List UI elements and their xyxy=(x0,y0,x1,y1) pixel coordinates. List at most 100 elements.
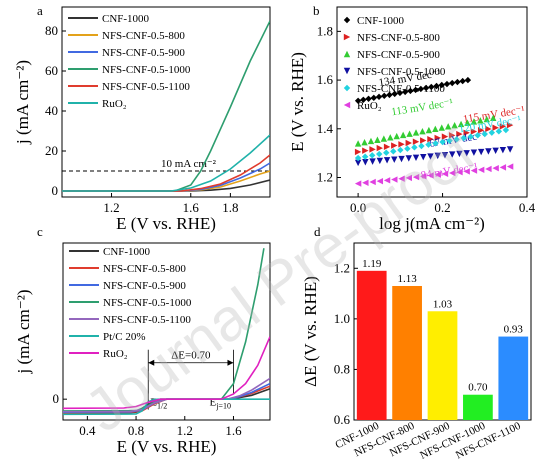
data-marker xyxy=(405,155,412,162)
data-marker xyxy=(454,78,461,86)
data-marker xyxy=(391,90,398,98)
x-axis-label: E (V vs. RHE) xyxy=(117,437,217,456)
data-marker xyxy=(365,95,372,103)
slope-label: 113 mV dec⁻¹ xyxy=(390,97,453,119)
data-marker xyxy=(434,134,441,142)
legend-entry: NFS-CNF-0.5-900 xyxy=(103,280,186,292)
data-marker xyxy=(477,148,485,156)
data-marker xyxy=(420,153,427,161)
y-tick-label: 1.0 xyxy=(334,311,350,326)
legend-entry: NFS-CNF-0.5-800 xyxy=(103,263,186,275)
data-marker xyxy=(375,93,383,101)
data-marker xyxy=(383,149,390,156)
legend-entry: CNF-1000 xyxy=(357,15,405,27)
legend-entry: CNF-1000 xyxy=(103,246,151,258)
data-marker xyxy=(354,148,362,156)
panel-label: d xyxy=(314,224,321,239)
y-tick-label: 20 xyxy=(45,143,58,158)
data-marker xyxy=(412,86,419,94)
data-marker xyxy=(443,80,451,88)
data-marker xyxy=(449,169,456,177)
data-marker xyxy=(456,150,463,158)
data-marker xyxy=(485,148,492,155)
data-marker xyxy=(376,157,384,165)
data-marker xyxy=(449,151,456,158)
data-marker xyxy=(434,171,441,178)
delta-e-label: ΔE=0.70 xyxy=(171,350,211,362)
data-marker xyxy=(459,77,466,85)
data-marker xyxy=(370,94,377,102)
x-tick-label: 1.6 xyxy=(225,423,242,438)
y-tick-label: 0.8 xyxy=(334,361,350,376)
series-line xyxy=(62,170,270,192)
series-line xyxy=(63,336,270,410)
data-marker xyxy=(499,146,507,154)
data-marker xyxy=(343,67,351,75)
panel-label: a xyxy=(37,3,43,18)
panel-a: 1.2 1.6 1.8 0 20 40 60 80a E (V vs. RHE) j (mA cm… xyxy=(13,3,271,233)
data-marker xyxy=(483,115,490,123)
data-marker xyxy=(470,128,478,135)
data-marker xyxy=(499,123,507,130)
data-marker xyxy=(456,169,463,176)
data-marker xyxy=(396,89,404,97)
data-marker xyxy=(391,176,398,183)
reference-line-label: 10 mA cm⁻² xyxy=(161,158,217,170)
y-axis-label: E (V vs. RHE) xyxy=(288,52,307,152)
arrow-head-right xyxy=(227,359,234,366)
data-marker xyxy=(502,126,510,134)
data-marker xyxy=(434,152,441,160)
data-marker xyxy=(467,133,474,140)
data-marker xyxy=(369,178,376,186)
legend-entry: NFS-CNF-0.5-800 xyxy=(102,30,185,42)
bar xyxy=(392,285,422,420)
bar xyxy=(427,311,458,420)
data-marker xyxy=(381,92,388,100)
legend-entry: NFS-CNF-0.5-800 xyxy=(357,32,440,44)
data-marker xyxy=(460,134,467,142)
data-marker xyxy=(412,138,420,145)
data-marker xyxy=(391,156,398,163)
panel-b: 0.0 0.2 0.4 1.2 1.4 1.6 1.8 b log j(mA cm⁻²) E (V… xyxy=(288,3,536,233)
y-tick-label: 1.2 xyxy=(334,260,350,275)
data-marker xyxy=(464,119,471,126)
data-marker xyxy=(485,165,492,173)
data-marker xyxy=(474,132,481,139)
data-marker xyxy=(485,125,492,133)
data-marker xyxy=(492,147,499,154)
bar xyxy=(498,336,529,420)
data-marker xyxy=(439,138,446,146)
legend-entry: Pt/C 20% xyxy=(103,331,145,343)
data-marker xyxy=(386,91,393,99)
data-marker xyxy=(470,149,478,156)
e-half-subscript: 1/2 xyxy=(157,402,167,411)
data-marker xyxy=(470,118,478,125)
data-marker xyxy=(477,117,484,124)
x-tick-label: 1.6 xyxy=(183,200,200,215)
data-marker xyxy=(343,50,351,58)
data-marker xyxy=(441,170,449,178)
data-marker xyxy=(374,136,381,143)
data-marker xyxy=(432,140,439,147)
data-marker xyxy=(383,143,391,151)
e-j10-symbol: E xyxy=(209,397,216,409)
y-axis-label: ΔE (V vs. RHE) xyxy=(301,276,320,387)
data-marker xyxy=(411,144,418,151)
data-marker xyxy=(376,177,384,185)
e-j10-subscript: j=10 xyxy=(215,402,231,411)
data-marker xyxy=(492,164,499,172)
x-tick-label: 1.2 xyxy=(103,200,119,215)
bar-value-label: 0.70 xyxy=(468,382,488,394)
data-marker xyxy=(441,133,449,140)
data-marker xyxy=(481,130,488,138)
data-marker xyxy=(457,120,465,128)
arrow-head-left xyxy=(148,359,155,366)
data-marker xyxy=(419,128,426,135)
data-marker xyxy=(449,132,456,139)
data-marker xyxy=(441,152,449,159)
data-marker xyxy=(362,179,369,186)
legend-entry: NFS-CNF-0.5-1000 xyxy=(102,64,191,76)
data-marker xyxy=(354,180,362,187)
data-marker xyxy=(391,142,398,149)
panel-label: c xyxy=(37,224,43,239)
